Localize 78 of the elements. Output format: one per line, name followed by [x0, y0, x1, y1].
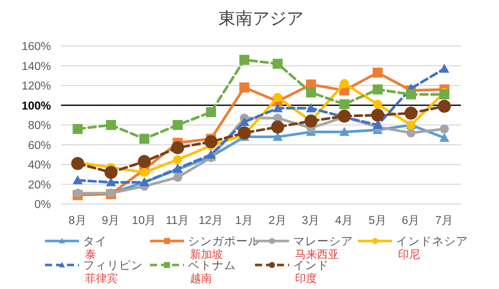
point — [372, 120, 383, 129]
x-tick-label: 9月 — [102, 214, 120, 227]
point — [372, 68, 383, 78]
point — [172, 120, 183, 130]
point — [171, 141, 184, 154]
point — [71, 157, 84, 170]
y-tick-label: 40% — [28, 160, 51, 172]
point — [238, 126, 251, 140]
y-tick-label: 100% — [22, 100, 51, 112]
point — [204, 135, 218, 148]
x-tick-label: 1月 — [235, 214, 254, 227]
chart-title: 東南アジア — [218, 9, 304, 28]
point — [138, 155, 151, 168]
x-tick-label: 3月 — [302, 214, 320, 227]
point — [106, 177, 116, 186]
legend-label: マレーシア — [293, 236, 353, 248]
point — [272, 103, 283, 112]
y-tick-label: 120% — [22, 80, 51, 92]
text: 泰 — [85, 249, 96, 261]
x-tick-label: 8月 — [68, 214, 87, 227]
y-tick-label: 80% — [28, 120, 51, 132]
y-tick-label: 140% — [22, 60, 51, 73]
y-tick-label: 20% — [28, 179, 51, 192]
point — [271, 120, 284, 134]
text: 新加坡 — [190, 248, 223, 261]
point — [239, 54, 250, 65]
point — [239, 82, 250, 92]
point — [173, 172, 182, 182]
y-tick-label: 60% — [28, 140, 51, 152]
point — [439, 132, 450, 142]
point — [272, 132, 283, 141]
point — [173, 155, 182, 164]
x-tick-label: 5月 — [368, 214, 387, 227]
legend-label: ベトナム — [188, 260, 236, 272]
point — [406, 128, 416, 138]
point — [338, 110, 351, 123]
point — [372, 84, 383, 94]
x-tick-label: 2月 — [268, 214, 287, 227]
legend-label: タイ — [83, 236, 107, 248]
point — [106, 120, 116, 130]
y-tick-label: 0% — [34, 199, 51, 211]
x-tick-label: 6月 — [402, 214, 420, 227]
point — [306, 87, 316, 98]
text: 印尼 — [398, 248, 420, 261]
point — [72, 175, 83, 184]
point — [72, 124, 83, 134]
x-tick-label: 7月 — [435, 214, 454, 227]
point — [340, 79, 349, 88]
point — [206, 107, 216, 118]
x-tick-label: 10月 — [132, 214, 157, 227]
text: 菲律宾 — [85, 272, 118, 285]
point — [139, 134, 150, 144]
legend-label: インドネシア — [396, 236, 468, 248]
legend-label: フィリピン — [83, 259, 143, 272]
x-tick-label: 4月 — [335, 214, 354, 227]
point — [273, 92, 282, 102]
point — [438, 100, 451, 113]
text: 马来西亚 — [295, 248, 339, 261]
point — [439, 64, 450, 73]
point — [339, 99, 350, 110]
y-tick-label: 160% — [22, 41, 51, 53]
point — [440, 124, 449, 134]
point — [272, 58, 283, 69]
point — [404, 106, 418, 120]
point — [371, 108, 384, 122]
point — [373, 100, 382, 109]
point — [140, 168, 149, 177]
text: 越南 — [190, 272, 212, 285]
point — [439, 89, 450, 100]
text: 印度 — [295, 272, 317, 285]
x-tick-label: 11月 — [166, 214, 190, 227]
point — [104, 166, 118, 179]
point — [239, 117, 250, 126]
legend-label: インド — [293, 260, 329, 272]
point — [306, 103, 316, 112]
point — [339, 126, 350, 136]
point — [406, 89, 416, 100]
x-tick-label: 12月 — [198, 214, 224, 227]
